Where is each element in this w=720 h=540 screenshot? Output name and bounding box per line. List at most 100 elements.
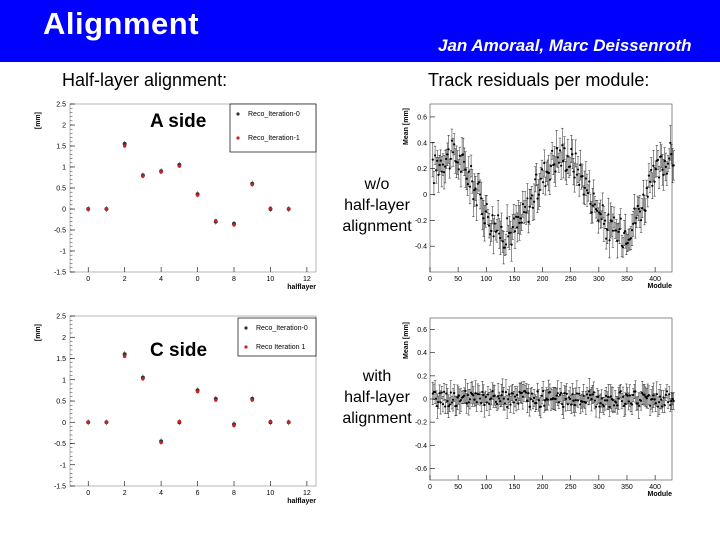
slide-title: Alignment bbox=[43, 6, 200, 41]
data-point bbox=[620, 244, 624, 247]
data-point bbox=[503, 402, 506, 405]
title-bar: Alignment Jan Amoraal, Marc Deissenroth bbox=[0, 0, 720, 62]
data-point bbox=[501, 240, 504, 243]
data-point bbox=[195, 389, 200, 394]
data-point bbox=[535, 401, 538, 405]
data-point bbox=[466, 182, 469, 186]
data-point bbox=[516, 393, 519, 397]
x-axis-label: Module bbox=[648, 283, 673, 290]
data-point bbox=[104, 207, 109, 211]
data-point bbox=[487, 224, 491, 227]
data-point bbox=[602, 222, 606, 225]
data-point bbox=[650, 168, 653, 172]
data-point bbox=[195, 193, 200, 197]
x-tick-label: 0 bbox=[428, 276, 432, 283]
data-point bbox=[457, 394, 460, 397]
data-point bbox=[433, 390, 437, 394]
data-point bbox=[632, 393, 635, 397]
x-tick-label: 10 bbox=[267, 490, 275, 497]
data-point bbox=[453, 391, 456, 395]
data-point bbox=[496, 214, 500, 217]
data-point bbox=[512, 401, 515, 404]
data-point bbox=[512, 217, 515, 220]
note-line: with bbox=[362, 368, 392, 385]
data-point bbox=[433, 154, 437, 157]
data-point bbox=[572, 170, 575, 173]
data-point bbox=[522, 210, 526, 214]
data-point bbox=[672, 399, 675, 403]
y-tick-label: 0 bbox=[423, 192, 427, 199]
data-point bbox=[600, 217, 603, 221]
data-point bbox=[582, 193, 585, 196]
data-point bbox=[498, 397, 501, 400]
y-tick-label: 0 bbox=[62, 207, 66, 214]
data-point bbox=[583, 186, 586, 189]
data-point bbox=[474, 392, 477, 395]
data-point bbox=[449, 157, 452, 160]
data-point bbox=[459, 398, 463, 402]
data-point bbox=[494, 400, 497, 404]
data-point bbox=[495, 402, 499, 406]
data-point bbox=[504, 243, 508, 246]
data-point bbox=[645, 397, 648, 400]
data-point bbox=[442, 171, 446, 174]
data-point bbox=[451, 151, 455, 154]
data-point bbox=[600, 397, 603, 400]
data-point bbox=[554, 397, 557, 401]
data-point bbox=[639, 399, 643, 402]
data-point bbox=[581, 174, 584, 178]
data-point bbox=[468, 185, 472, 188]
data-point bbox=[465, 402, 468, 405]
y-tick-label: 0 bbox=[423, 397, 427, 404]
data-point bbox=[588, 180, 591, 183]
x-tick-label: 350 bbox=[621, 276, 633, 283]
data-point bbox=[626, 394, 629, 397]
data-point bbox=[440, 391, 443, 394]
chart-title: A side bbox=[150, 111, 206, 132]
data-point bbox=[554, 170, 557, 173]
data-point bbox=[524, 205, 527, 209]
data-point bbox=[551, 149, 554, 152]
data-point bbox=[636, 204, 639, 208]
data-point bbox=[459, 170, 463, 173]
data-point bbox=[475, 401, 478, 404]
data-point bbox=[585, 393, 589, 396]
data-point bbox=[564, 397, 567, 400]
data-point bbox=[448, 403, 451, 406]
data-point bbox=[598, 405, 601, 408]
data-point bbox=[431, 392, 434, 395]
data-point bbox=[548, 178, 551, 181]
data-point bbox=[472, 198, 475, 201]
data-point bbox=[621, 395, 625, 399]
data-point bbox=[463, 394, 466, 397]
data-point bbox=[664, 165, 667, 168]
data-point bbox=[584, 177, 587, 180]
data-point bbox=[612, 216, 616, 219]
data-point bbox=[565, 392, 568, 395]
x-tick-label: 350 bbox=[621, 484, 633, 491]
data-point bbox=[439, 159, 442, 162]
data-point bbox=[436, 159, 439, 162]
y-tick-label: -0.4 bbox=[415, 443, 427, 450]
data-point bbox=[665, 172, 669, 175]
data-point bbox=[444, 165, 447, 168]
data-point bbox=[584, 401, 587, 404]
data-point bbox=[468, 398, 472, 401]
data-point bbox=[630, 228, 634, 232]
data-point bbox=[513, 395, 517, 398]
data-point bbox=[653, 398, 656, 401]
data-point bbox=[647, 174, 651, 177]
data-point bbox=[438, 163, 441, 167]
data-point bbox=[611, 229, 615, 232]
data-point bbox=[286, 420, 291, 424]
legend-label: Reco Iteration 1 bbox=[256, 344, 306, 351]
y-tick-label: 1.5 bbox=[56, 144, 66, 151]
data-point bbox=[469, 164, 473, 168]
y-axis-label: [mm] bbox=[35, 112, 42, 129]
data-point bbox=[579, 403, 582, 406]
data-point bbox=[591, 393, 594, 396]
data-point bbox=[635, 216, 638, 219]
y-tick-label: 0.5 bbox=[56, 399, 66, 406]
data-point bbox=[634, 222, 637, 225]
data-point bbox=[599, 213, 602, 216]
